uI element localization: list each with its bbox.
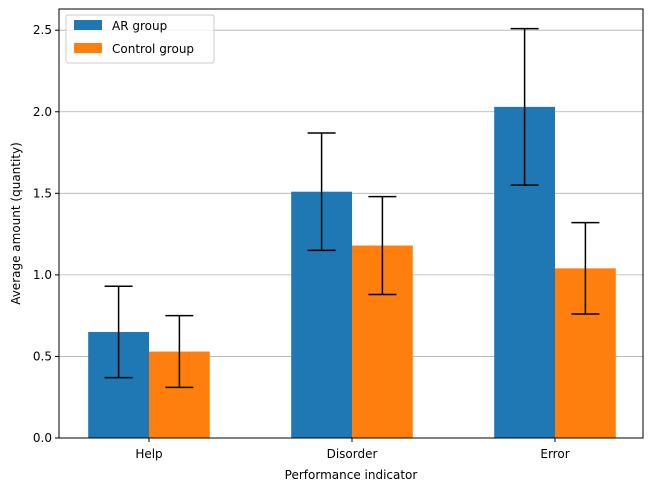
error-bars [104, 27, 600, 389]
y-tick-label: 0.0 [33, 431, 52, 445]
bars [88, 106, 616, 438]
legend-frame [65, 14, 215, 64]
x-tick-label: Disorder [327, 447, 378, 461]
x-axis-label: Performance indicator [285, 468, 418, 482]
plot-frame [58, 8, 644, 439]
y-tick-label: 1.5 [33, 186, 52, 200]
y-tick-label: 2.0 [33, 105, 52, 119]
y-tick-label: 0.5 [33, 349, 52, 363]
legend-swatch-control-group [74, 43, 102, 53]
y-axis-ticks: 0.0 0.5 1.0 1.5 2.0 2.5 [33, 23, 59, 445]
x-axis-ticks: Help Disorder Error [135, 438, 570, 461]
y-tick-label: 1.0 [33, 268, 52, 282]
x-tick-label: Help [135, 447, 162, 461]
y-axis-label: Average amount (quantity) [9, 142, 23, 305]
legend-swatch-ar-group [74, 20, 102, 30]
x-tick-label: Error [540, 447, 569, 461]
legend-label-ar-group: AR group [112, 19, 167, 33]
y-tick-label: 2.5 [33, 23, 52, 37]
legend-label-control-group: Control group [112, 42, 194, 56]
legend: AR group Control group [65, 14, 215, 64]
